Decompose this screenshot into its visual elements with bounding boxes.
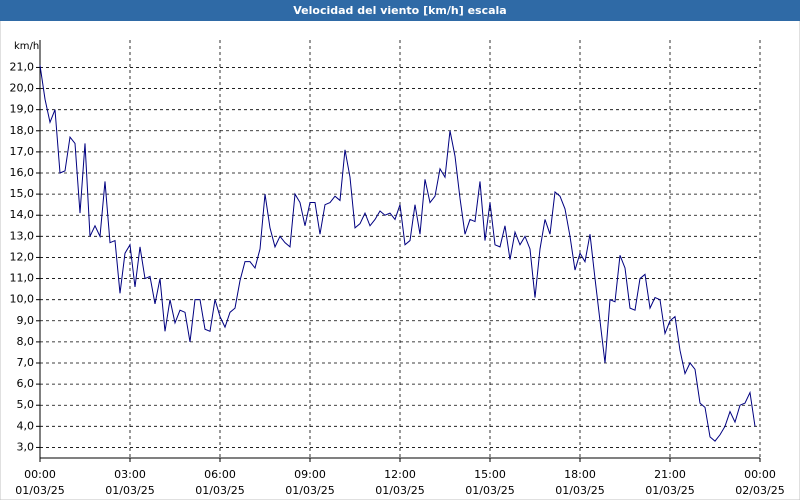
y-tick-label: 20,0 <box>10 82 35 95</box>
y-tick-label: 18,0 <box>10 124 35 137</box>
y-tick-label: 5,0 <box>17 398 35 411</box>
x-tick-label: 03:00 <box>114 468 146 481</box>
y-tick-label: 13,0 <box>10 229 35 242</box>
y-tick-label: 6,0 <box>17 377 35 390</box>
x-tick-label: 15:00 <box>474 468 506 481</box>
y-tick-label: 15,0 <box>10 187 35 200</box>
x-tick-date: 01/03/25 <box>285 484 334 497</box>
x-tick-label: 12:00 <box>384 468 416 481</box>
y-tick-label: 3,0 <box>17 440 35 453</box>
x-tick-label: 06:00 <box>204 468 236 481</box>
y-tick-label: 19,0 <box>10 103 35 116</box>
y-tick-label: 7,0 <box>17 356 35 369</box>
x-tick-date: 01/03/25 <box>645 484 694 497</box>
x-tick-label: 00:00 <box>24 468 56 481</box>
x-tick-label: 00:00 <box>744 468 776 481</box>
x-tick-date: 01/03/25 <box>555 484 604 497</box>
y-tick-label: 21,0 <box>10 60 35 73</box>
y-tick-label: 12,0 <box>10 250 35 263</box>
y-tick-label: 11,0 <box>10 272 35 285</box>
y-tick-label: 10,0 <box>10 293 35 306</box>
y-tick-label: 8,0 <box>17 335 35 348</box>
y-tick-label: 16,0 <box>10 166 35 179</box>
x-tick-date: 01/03/25 <box>195 484 244 497</box>
y-tick-label: 17,0 <box>10 145 35 158</box>
title-bar <box>0 0 800 21</box>
x-tick-date: 02/03/25 <box>735 484 784 497</box>
y-tick-label: 14,0 <box>10 208 35 221</box>
y-tick-label: 9,0 <box>17 314 35 327</box>
x-tick-date: 01/03/25 <box>375 484 424 497</box>
x-tick-date: 01/03/25 <box>105 484 154 497</box>
x-tick-date: 01/03/25 <box>465 484 514 497</box>
x-tick-label: 09:00 <box>294 468 326 481</box>
y-tick-label: 4,0 <box>17 419 35 432</box>
y-unit: km/h <box>14 41 39 52</box>
x-tick-label: 21:00 <box>654 468 686 481</box>
line-series <box>39 65 756 442</box>
x-tick-label: 18:00 <box>564 468 596 481</box>
x-tick-date: 01/03/25 <box>15 484 64 497</box>
chart-title: Velocidad del viento [km/h] escala <box>293 4 506 17</box>
